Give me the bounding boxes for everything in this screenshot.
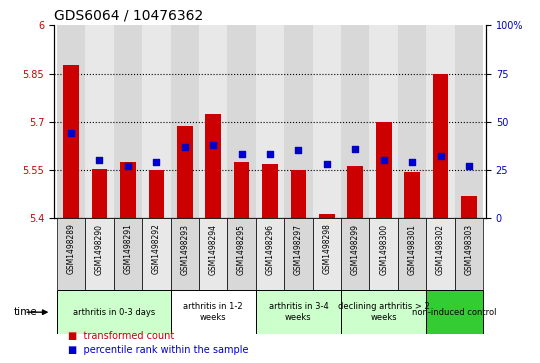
Bar (142, 218, 171, 290)
Bar (148, 170, 164, 218)
Bar (369, 218, 398, 290)
Bar (291, 170, 306, 218)
Text: GSM1498301: GSM1498301 (408, 224, 416, 274)
Bar (404, 172, 420, 218)
Text: ■  percentile rank within the sample: ■ percentile rank within the sample (68, 345, 248, 355)
Text: GSM1498294: GSM1498294 (208, 224, 218, 274)
Bar (369, 25, 398, 218)
Text: GSM1498292: GSM1498292 (152, 224, 161, 274)
Text: non-induced control: non-induced control (413, 308, 497, 317)
Text: GSM1498289: GSM1498289 (66, 224, 76, 274)
Point (124, 163, 132, 169)
Bar (85, 25, 114, 218)
Point (180, 144, 189, 150)
Point (266, 151, 274, 157)
Text: GSM1498300: GSM1498300 (379, 224, 388, 275)
Point (322, 161, 331, 167)
Point (237, 151, 246, 157)
Bar (455, 218, 483, 290)
Bar (284, 218, 313, 290)
Bar (313, 218, 341, 290)
Bar (455, 25, 483, 218)
Bar (227, 218, 256, 290)
Text: GSM1498293: GSM1498293 (180, 224, 189, 274)
Bar (171, 290, 256, 334)
Bar (199, 25, 227, 218)
Bar (57, 218, 85, 290)
Text: GSM1498291: GSM1498291 (124, 224, 132, 274)
Bar (256, 290, 341, 334)
Point (464, 163, 473, 169)
Bar (63, 65, 79, 218)
Bar (262, 164, 278, 218)
Bar (341, 218, 369, 290)
Bar (347, 167, 363, 218)
Bar (177, 126, 193, 218)
Text: arthritis in 0-3 days: arthritis in 0-3 days (72, 308, 155, 317)
Bar (376, 122, 392, 218)
Bar (57, 290, 171, 334)
Bar (114, 25, 142, 218)
Point (294, 147, 303, 153)
Bar (426, 218, 455, 290)
Point (209, 142, 218, 148)
Bar (227, 25, 256, 218)
Text: ■  transformed count: ■ transformed count (68, 331, 174, 341)
Point (380, 157, 388, 163)
Text: GSM1498299: GSM1498299 (351, 224, 360, 274)
Bar (426, 25, 455, 218)
Bar (461, 196, 477, 218)
Bar (171, 25, 199, 218)
Point (67, 130, 76, 136)
Bar (114, 218, 142, 290)
Text: time: time (14, 307, 37, 317)
Text: GSM1498303: GSM1498303 (464, 224, 474, 275)
Text: GSM1498297: GSM1498297 (294, 224, 303, 274)
Bar (433, 74, 448, 218)
Bar (199, 218, 227, 290)
Bar (57, 25, 85, 218)
Text: GSM1498296: GSM1498296 (266, 224, 274, 274)
Text: arthritis in 1-2
weeks: arthritis in 1-2 weeks (184, 302, 243, 322)
Text: GSM1498302: GSM1498302 (436, 224, 445, 274)
Text: arthritis in 3-4
weeks: arthritis in 3-4 weeks (268, 302, 328, 322)
Bar (341, 25, 369, 218)
Bar (120, 162, 136, 218)
Bar (234, 162, 249, 218)
Text: GSM1498290: GSM1498290 (95, 224, 104, 274)
Bar (256, 25, 284, 218)
Point (95, 157, 104, 163)
Bar (256, 218, 284, 290)
Bar (313, 25, 341, 218)
Bar (142, 25, 171, 218)
Text: GDS6064 / 10476362: GDS6064 / 10476362 (54, 9, 203, 23)
Bar (92, 169, 107, 218)
Bar (205, 114, 221, 218)
Bar (398, 218, 426, 290)
Bar (426, 290, 483, 334)
Bar (319, 214, 335, 218)
Bar (85, 218, 114, 290)
Bar (398, 25, 426, 218)
Point (408, 159, 416, 165)
Point (351, 146, 360, 151)
Point (436, 153, 445, 159)
Bar (171, 218, 199, 290)
Text: declining arthritis > 2
weeks: declining arthritis > 2 weeks (338, 302, 429, 322)
Point (152, 159, 160, 165)
Text: GSM1498298: GSM1498298 (322, 224, 332, 274)
Bar (341, 290, 426, 334)
Text: GSM1498295: GSM1498295 (237, 224, 246, 274)
Bar (284, 25, 313, 218)
